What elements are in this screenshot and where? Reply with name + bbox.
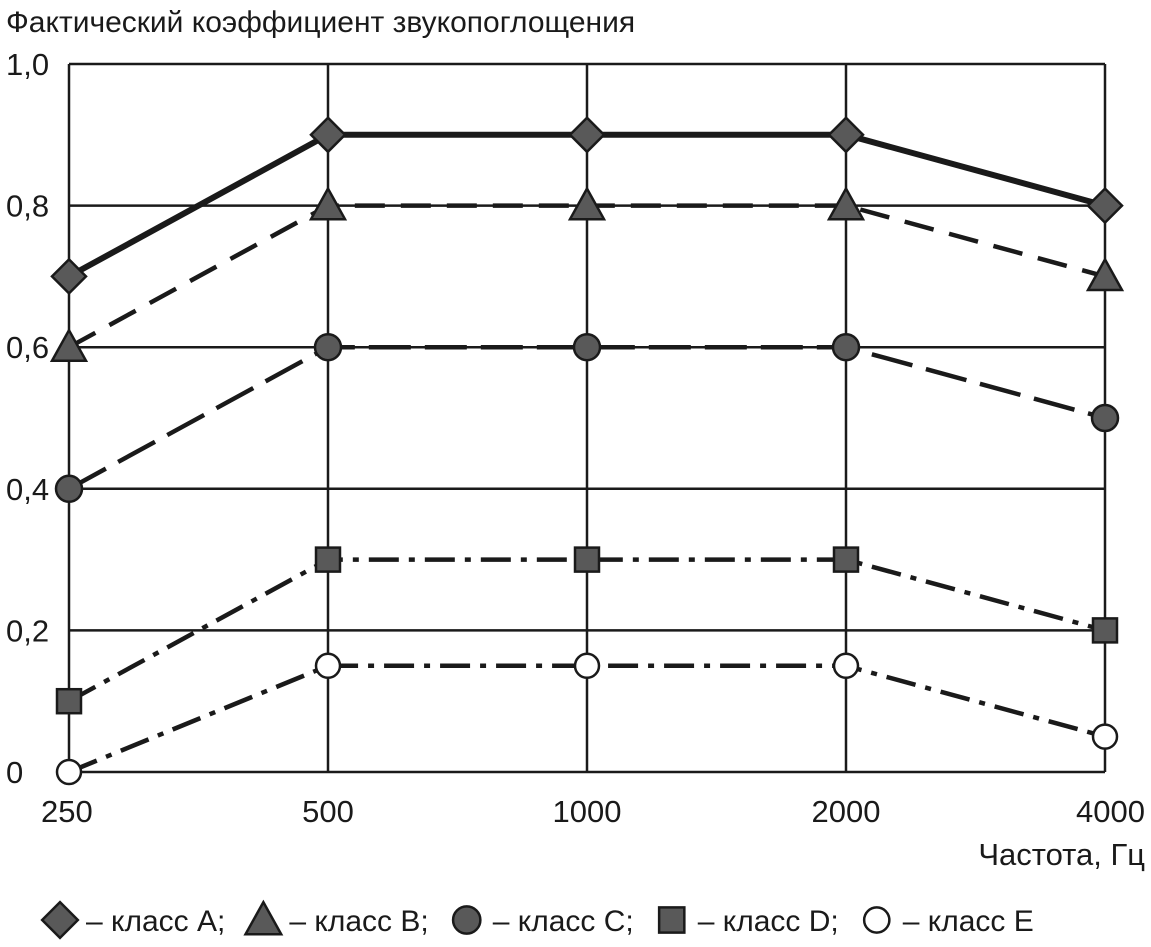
series-markers bbox=[49, 116, 1125, 786]
legend-label-1: – класс A; bbox=[86, 905, 225, 938]
data-point-series-5 bbox=[832, 652, 860, 680]
legend-label-2: – класс B; bbox=[289, 905, 428, 938]
data-point-series-4 bbox=[55, 687, 83, 715]
data-point-series-5 bbox=[55, 758, 83, 786]
legend-marker-5 bbox=[862, 906, 891, 934]
data-point-series-4 bbox=[832, 546, 860, 573]
legend-marker-4 bbox=[657, 906, 686, 934]
data-point-series-3 bbox=[313, 332, 343, 362]
legend-label-5: – класс E bbox=[903, 905, 1034, 938]
data-point-series-5 bbox=[1091, 723, 1119, 750]
data-point-series-4 bbox=[1091, 617, 1119, 644]
legend-label-3: – класс C; bbox=[493, 905, 634, 938]
data-point-series-1 bbox=[50, 257, 88, 296]
data-point-series-5 bbox=[314, 652, 342, 680]
data-point-series-4 bbox=[314, 546, 342, 573]
data-point-series-1 bbox=[568, 116, 606, 154]
x-tick-label: 250 bbox=[41, 794, 93, 829]
x-tick-label: 4000 bbox=[1076, 794, 1145, 829]
data-point-series-3 bbox=[54, 474, 84, 504]
data-point-series-1 bbox=[309, 116, 347, 154]
data-point-series-5 bbox=[573, 652, 601, 680]
y-axis-tick-labels: 0 0,2 0,4 0,6 0,8 1,0 bbox=[6, 47, 49, 790]
data-point-series-4 bbox=[573, 546, 601, 573]
series-line-3 bbox=[67, 344, 1106, 491]
y-tick-label: 0,2 bbox=[6, 613, 49, 648]
legend-marker-1 bbox=[40, 900, 80, 940]
x-tick-label: 500 bbox=[302, 794, 354, 829]
data-point-series-2 bbox=[1085, 256, 1125, 292]
x-axis-label: Частота, Гц bbox=[978, 837, 1145, 872]
data-point-series-2 bbox=[567, 186, 607, 221]
legend-label-4: – класс D; bbox=[698, 905, 839, 938]
y-tick-label: 0,8 bbox=[6, 189, 49, 224]
data-point-series-3 bbox=[831, 332, 861, 362]
legend-marker-2 bbox=[243, 899, 284, 936]
x-tick-label: 1000 bbox=[553, 794, 622, 829]
legend-marker-3 bbox=[451, 905, 482, 935]
y-tick-label: 0 bbox=[6, 755, 23, 790]
y-tick-label: 0,4 bbox=[6, 472, 49, 507]
data-point-series-3 bbox=[1090, 403, 1120, 433]
series-line-5 bbox=[68, 663, 1106, 775]
data-point-series-3 bbox=[572, 332, 602, 362]
data-point-series-2 bbox=[308, 186, 348, 221]
data-point-series-2 bbox=[49, 327, 89, 363]
data-point-series-1 bbox=[827, 116, 865, 154]
y-tick-label: 1,0 bbox=[6, 47, 49, 82]
chart-title: Фактический коэффициент звукопоглощения bbox=[6, 6, 635, 39]
series-line-4 bbox=[67, 557, 1106, 704]
data-point-series-1 bbox=[1086, 186, 1124, 225]
data-point-series-2 bbox=[826, 186, 866, 221]
x-tick-label: 2000 bbox=[812, 794, 881, 829]
legend: – класс A; – класс B; – класс C; – класс D;… bbox=[40, 899, 1034, 940]
y-tick-label: 0,6 bbox=[6, 330, 49, 365]
x-axis-tick-labels: 250 500 1000 2000 4000 bbox=[41, 794, 1145, 829]
